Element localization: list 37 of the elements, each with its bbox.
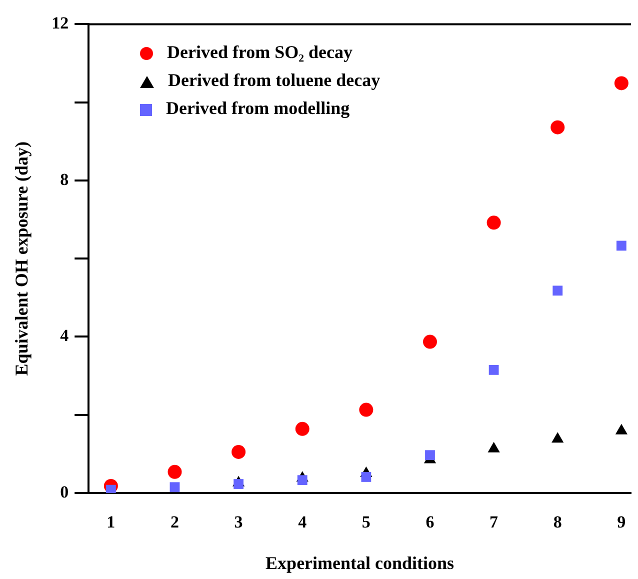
- point: [550, 120, 565, 134]
- x-tick-label: 8: [553, 512, 562, 532]
- point: [295, 422, 310, 436]
- point: [359, 402, 374, 417]
- x-axis-title: Experimental conditions: [266, 552, 454, 573]
- point: [488, 442, 500, 452]
- x-tick-label: 2: [170, 512, 179, 532]
- legend-label: Derived from toluene decay: [168, 70, 380, 90]
- point: [232, 444, 246, 459]
- point: [425, 450, 435, 460]
- point: [168, 464, 182, 479]
- point: [552, 432, 564, 443]
- x-tick-label: 9: [617, 512, 626, 532]
- x-tick-label: 7: [490, 512, 499, 532]
- point: [614, 76, 628, 90]
- y-tick-label: 12: [52, 14, 69, 33]
- x-tick-label: 4: [298, 512, 308, 532]
- point: [615, 424, 628, 434]
- point: [616, 240, 626, 251]
- y-axis-title: Equivalent OH exposure (day): [11, 142, 32, 376]
- point: [170, 482, 180, 492]
- point: [552, 286, 563, 296]
- x-tick-label: 6: [426, 512, 434, 532]
- x-tick-label: 3: [234, 512, 243, 532]
- legend-label: Derived from modelling: [166, 98, 350, 118]
- y-tick-label: 0: [60, 482, 69, 502]
- y-tick-label: 4: [60, 326, 70, 346]
- point: [488, 364, 499, 375]
- legend-label: Derived from SO₂ decay: [167, 42, 353, 62]
- point: [297, 475, 308, 486]
- point: [486, 216, 501, 230]
- point: [361, 472, 372, 482]
- x-tick-label: 5: [362, 512, 370, 532]
- y-tick-label: 8: [60, 170, 69, 189]
- point: [422, 334, 437, 349]
- point: [234, 479, 244, 489]
- x-tick-label: 1: [106, 512, 116, 532]
